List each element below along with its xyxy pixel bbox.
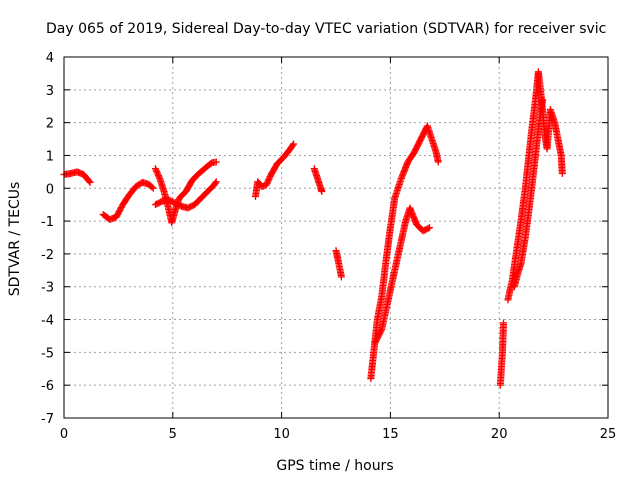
x-tick-label: 15 (382, 427, 399, 442)
data-point (337, 273, 345, 281)
x-tick-label: 25 (600, 427, 617, 442)
data-point (212, 179, 220, 187)
y-tick-label: 3 (46, 84, 54, 99)
x-tick-label: 20 (491, 427, 508, 442)
data-point (212, 158, 220, 166)
y-tick-label: 2 (46, 117, 54, 132)
x-tick-label: 0 (60, 427, 68, 442)
data-point (426, 224, 434, 232)
frame-layer (63, 56, 609, 419)
data-layer (60, 68, 566, 389)
data-point (558, 170, 566, 178)
data-point (85, 177, 93, 185)
data-point (86, 178, 94, 186)
data-point (149, 184, 157, 192)
y-tick-label: -1 (41, 215, 54, 230)
y-tick-label: -2 (41, 248, 54, 263)
y-tick-label: -3 (41, 281, 54, 296)
y-axis-label: SDTVAR / TECUs (7, 182, 23, 297)
data-point (212, 178, 220, 186)
y-tick-label: -4 (41, 314, 54, 329)
data-point (289, 141, 297, 149)
y-tick-label: -7 (41, 412, 54, 427)
y-tick-label: 4 (46, 51, 54, 66)
y-tick-label: 0 (46, 182, 54, 197)
x-tick-label: 5 (169, 427, 177, 442)
y-tick-label: 1 (46, 149, 54, 164)
y-tick-label: -5 (41, 346, 54, 361)
plot-frame (63, 56, 609, 419)
x-axis-label: GPS time / hours (276, 458, 393, 474)
data-point (500, 319, 508, 327)
x-tick-label: 10 (273, 427, 290, 442)
chart-title: Day 065 of 2019, Sidereal Day-to-day VTE… (46, 21, 606, 37)
data-point (148, 183, 156, 191)
data-point (424, 224, 432, 232)
data-point (290, 140, 298, 148)
data-point (434, 158, 442, 166)
data-point (539, 96, 547, 104)
data-point (318, 188, 326, 196)
y-tick-label: -6 (41, 379, 54, 394)
